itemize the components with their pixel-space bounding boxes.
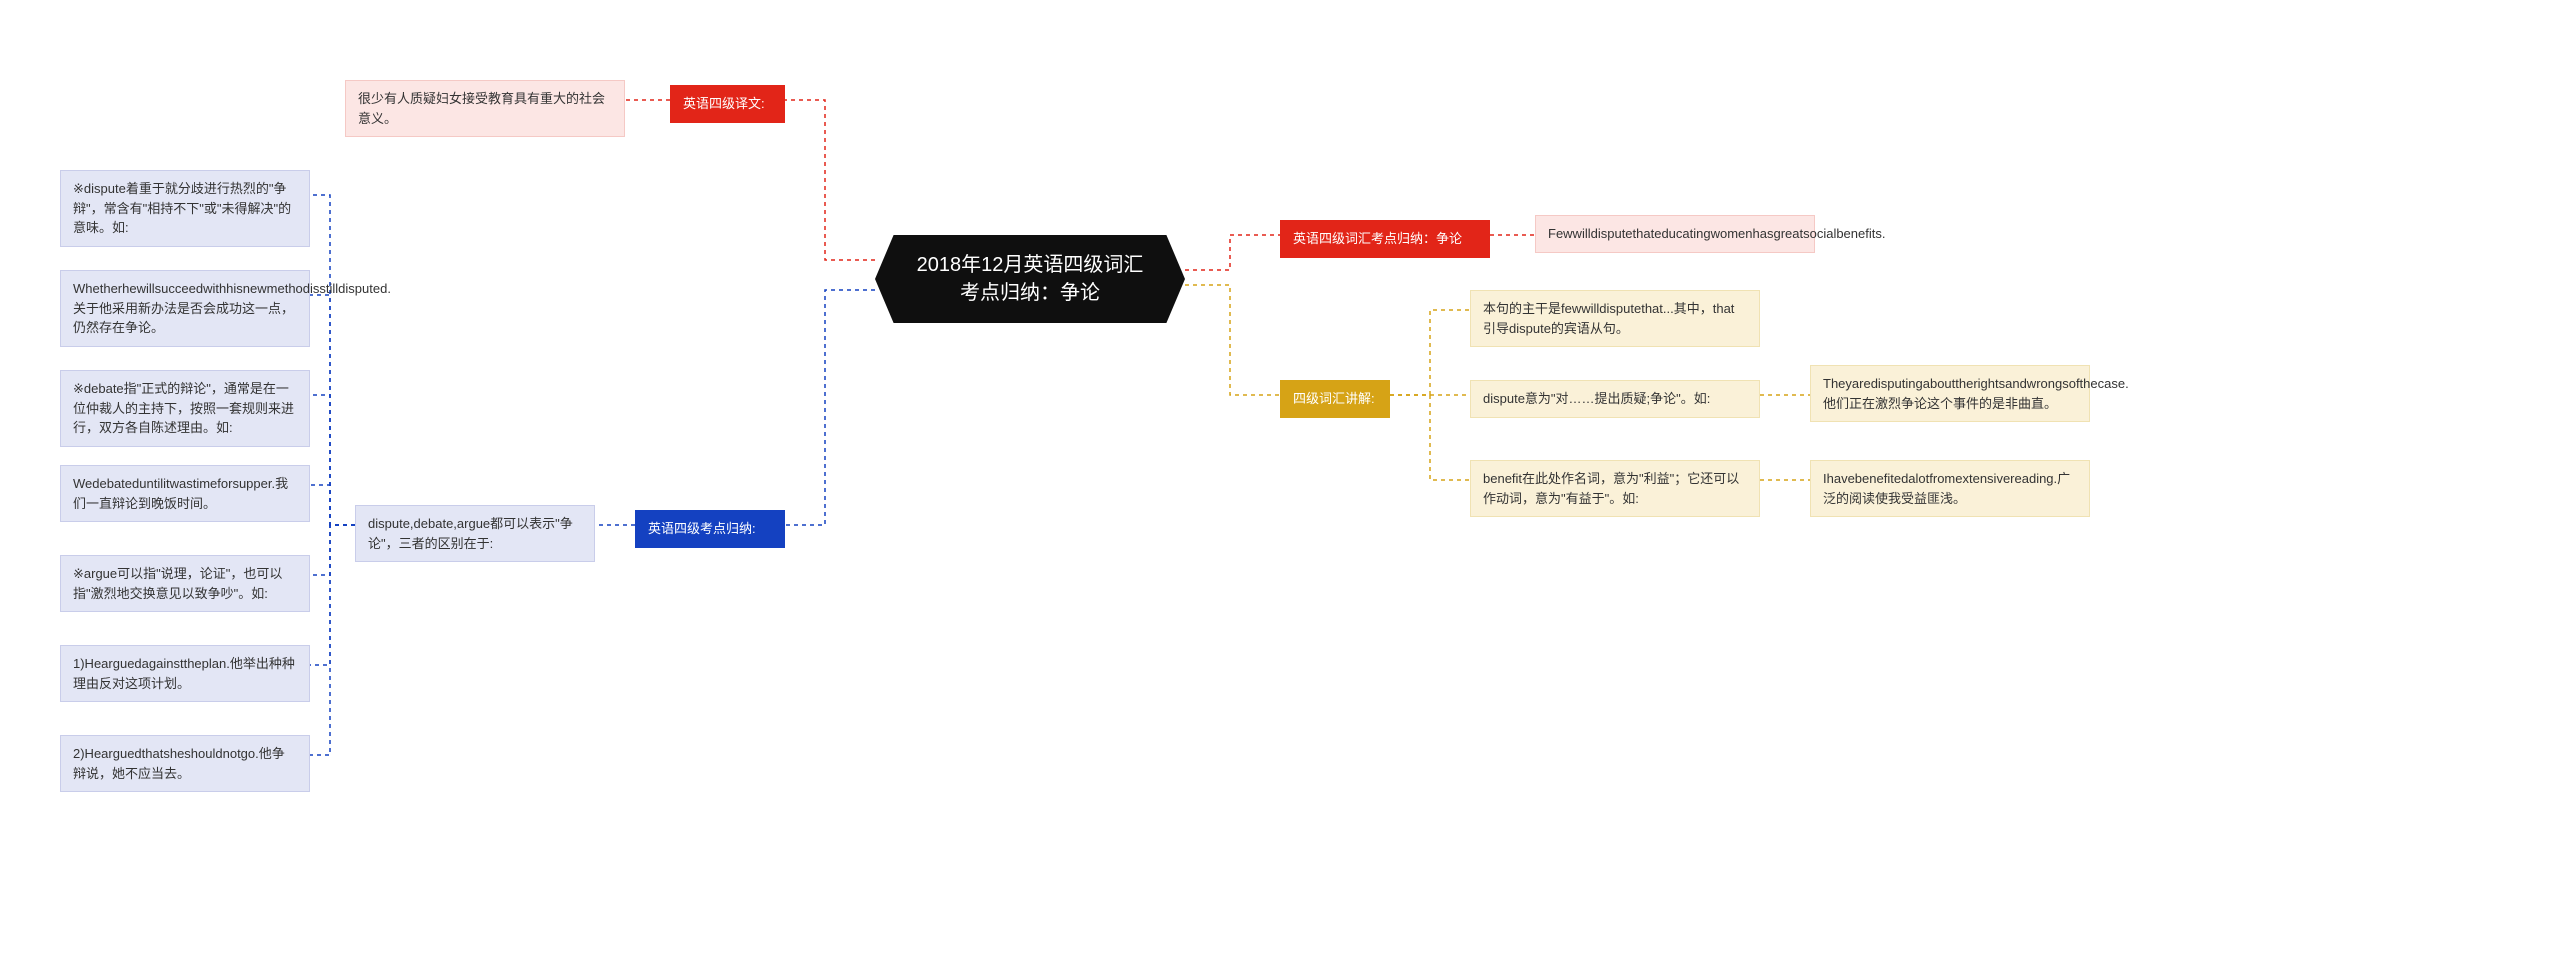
summary-item-3: Wedebateduntilitwastimeforsupper.我们一直辩论到… xyxy=(60,465,310,522)
root-node: 2018年12月英语四级词汇 考点归纳：争论 xyxy=(875,235,1185,323)
root-line2: 考点归纳：争论 xyxy=(960,282,1100,304)
root-line1: 2018年12月英语四级词汇 xyxy=(917,254,1144,276)
vocab-summary-detail: Fewwilldisputethateducatingwomenhasgreat… xyxy=(1535,215,1815,253)
summary-item-5: 1)Hearguedagainsttheplan.他举出种种理由反对这项计划。 xyxy=(60,645,310,702)
summary-detail: dispute,debate,argue都可以表示"争论"，三者的区别在于: xyxy=(355,505,595,562)
explain-label: 四级词汇讲解: xyxy=(1280,380,1390,418)
explain-item-1: dispute意为"对……提出质疑;争论"。如: xyxy=(1470,380,1760,418)
explain-item-1-sub: Theyaredisputingabouttherightsandwrongso… xyxy=(1810,365,2090,422)
summary-item-2: ※debate指"正式的辩论"，通常是在一位仲裁人的主持下，按照一套规则来进行，… xyxy=(60,370,310,447)
explain-item-2: benefit在此处作名词，意为"利益"；它还可以作动词，意为"有益于"。如: xyxy=(1470,460,1760,517)
summary-label: 英语四级考点归纳: xyxy=(635,510,785,548)
summary-item-4: ※argue可以指"说理，论证"，也可以指"激烈地交换意见以致争吵"。如: xyxy=(60,555,310,612)
explain-item-0: 本句的主干是fewwilldisputethat...其中，that引导disp… xyxy=(1470,290,1760,347)
vocab-summary-label: 英语四级词汇考点归纳：争论 xyxy=(1280,220,1490,258)
translation-label: 英语四级译文: xyxy=(670,85,785,123)
explain-item-2-sub: Ihavebenefitedalotfromextensivereading.广… xyxy=(1810,460,2090,517)
translation-detail: 很少有人质疑妇女接受教育具有重大的社会意义。 xyxy=(345,80,625,137)
connector-lines xyxy=(0,0,2560,978)
summary-item-1: Whetherhewillsucceedwithhisnewmethodisst… xyxy=(60,270,310,347)
summary-item-0: ※dispute着重于就分歧进行热烈的"争辩"，常含有"相持不下"或"未得解决"… xyxy=(60,170,310,247)
summary-item-6: 2)Hearguedthatsheshouldnotgo.他争辩说，她不应当去。 xyxy=(60,735,310,792)
